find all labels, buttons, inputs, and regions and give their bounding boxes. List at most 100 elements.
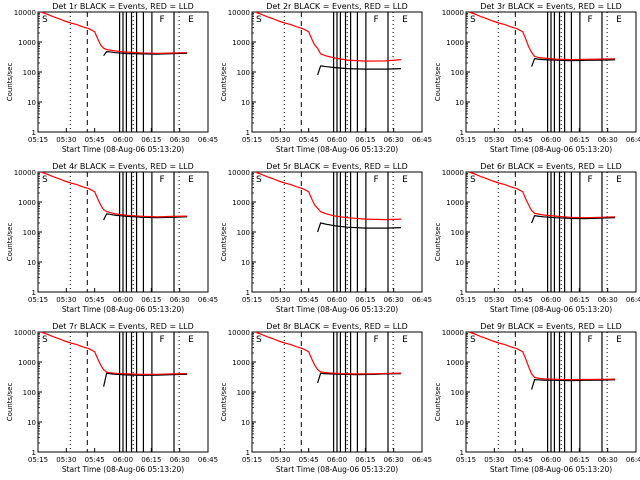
x-tick-label: 06:45	[626, 456, 640, 464]
y-tick-label: 1	[460, 129, 464, 137]
y-tick-label: 100	[23, 389, 36, 397]
x-tick-label: 06:00	[113, 456, 133, 464]
y-axis-label: Counts/sec	[220, 223, 228, 262]
x-tick-label: 06:30	[384, 136, 404, 144]
x-tick-label: 05:45	[513, 136, 533, 144]
x-tick-label: 06:45	[626, 136, 640, 144]
y-tick-label: 10000	[442, 169, 464, 177]
x-tick-label: 06:45	[198, 296, 218, 304]
x-tick-label: 05:45	[85, 136, 105, 144]
y-tick-label: 10	[241, 259, 250, 267]
x-tick-label: 06:30	[598, 296, 618, 304]
lld-series-line	[468, 331, 616, 381]
detector-panel-3: Det 3r BLACK = Events, RED = LLD 1 10 100 10…	[434, 2, 640, 154]
x-tick-label: 06:30	[170, 296, 190, 304]
y-tick-label: 1000	[446, 199, 464, 207]
x-tick-label: 06:15	[569, 136, 589, 144]
x-tick-label: 06:15	[355, 296, 375, 304]
marker-letter-e: E	[402, 335, 408, 345]
x-axis-label: Start Time (08-Aug-06 05:13:20)	[276, 305, 398, 314]
y-tick-label: 10000	[442, 9, 464, 17]
x-axis-label: Start Time (08-Aug-06 05:13:20)	[62, 305, 184, 314]
x-tick-label: 05:15	[242, 136, 262, 144]
y-tick-label: 10000	[14, 9, 36, 17]
events-series-line	[317, 222, 402, 233]
x-tick-label: 06:45	[412, 136, 432, 144]
marker-letter-e: E	[188, 15, 194, 25]
y-tick-label: 10000	[14, 329, 36, 337]
y-tick-label: 10000	[228, 9, 250, 17]
x-tick-label: 05:15	[456, 136, 476, 144]
y-tick-label: 1000	[18, 359, 36, 367]
x-tick-label: 06:00	[113, 296, 133, 304]
marker-letter-s: S	[256, 175, 262, 185]
x-tick-label: 05:30	[270, 456, 290, 464]
x-tick-label: 06:15	[141, 136, 161, 144]
x-tick-label: 06:15	[569, 456, 589, 464]
y-tick-label: 1	[246, 289, 250, 297]
events-series-line	[531, 57, 616, 67]
x-tick-label: 06:45	[412, 456, 432, 464]
marker-letter-f: F	[588, 15, 593, 25]
marker-letter-f: F	[374, 175, 379, 185]
y-tick-label: 1000	[18, 39, 36, 47]
marker-letter-e: E	[188, 335, 194, 345]
panel-title: Det 2r BLACK = Events, RED = LLD	[266, 2, 408, 11]
marker-letter-e: E	[616, 335, 622, 345]
y-tick-label: 10	[241, 419, 250, 427]
x-tick-label: 06:00	[541, 296, 561, 304]
y-tick-label: 1000	[446, 359, 464, 367]
y-tick-label: 1	[246, 449, 250, 457]
y-tick-label: 100	[451, 69, 464, 77]
detector-panel-5: Det 5r BLACK = Events, RED = LLD 1 10 100 10…	[220, 162, 432, 314]
y-tick-label: 10000	[228, 169, 250, 177]
y-axis-label: Counts/sec	[220, 63, 228, 102]
x-tick-label: 06:30	[598, 136, 618, 144]
marker-letter-s: S	[470, 175, 476, 185]
marker-letter-s: S	[256, 15, 262, 25]
detector-panel-8: Det 8r BLACK = Events, RED = LLD 1 10 100 10…	[220, 322, 432, 474]
y-tick-label: 1	[246, 129, 250, 137]
events-series-line	[103, 372, 188, 387]
lld-series-line	[468, 171, 616, 219]
x-tick-label: 05:15	[456, 296, 476, 304]
detector-panel-4: Det 4r BLACK = Events, RED = LLD 1 10 100 10…	[6, 162, 218, 314]
y-tick-label: 100	[451, 389, 464, 397]
events-series-line	[317, 65, 402, 76]
marker-letter-e: E	[402, 15, 408, 25]
panel-title: Det 6r BLACK = Events, RED = LLD	[480, 162, 622, 171]
y-axis-label: Counts/sec	[434, 383, 442, 422]
panel-title: Det 4r BLACK = Events, RED = LLD	[52, 162, 194, 171]
y-axis-label: Counts/sec	[6, 383, 14, 422]
y-axis-label: Counts/sec	[434, 63, 442, 102]
x-tick-label: 06:30	[598, 456, 618, 464]
y-tick-label: 1000	[232, 359, 250, 367]
marker-letter-s: S	[256, 335, 262, 345]
marker-letter-f: F	[160, 15, 165, 25]
y-tick-label: 100	[237, 69, 250, 77]
x-tick-label: 05:30	[270, 136, 290, 144]
x-tick-label: 05:30	[270, 296, 290, 304]
y-tick-label: 1	[32, 449, 36, 457]
marker-letter-s: S	[42, 15, 48, 25]
y-tick-label: 1000	[446, 39, 464, 47]
x-tick-label: 05:15	[456, 456, 476, 464]
y-tick-label: 1000	[232, 199, 250, 207]
y-tick-label: 1000	[232, 39, 250, 47]
lld-series-line	[40, 331, 188, 376]
y-tick-label: 100	[237, 389, 250, 397]
x-axis-label: Start Time (08-Aug-06 05:13:20)	[62, 145, 184, 154]
y-tick-label: 10	[27, 419, 36, 427]
x-tick-label: 06:45	[412, 296, 432, 304]
marker-letter-e: E	[402, 175, 408, 185]
x-axis-label: Start Time (08-Aug-06 05:13:20)	[276, 145, 398, 154]
x-tick-label: 06:00	[327, 136, 347, 144]
x-tick-label: 05:30	[484, 456, 504, 464]
x-tick-label: 05:30	[56, 136, 76, 144]
marker-letter-f: F	[588, 175, 593, 185]
x-tick-label: 05:45	[513, 296, 533, 304]
panel-title: Det 9r BLACK = Events, RED = LLD	[480, 322, 622, 331]
y-tick-label: 1	[32, 129, 36, 137]
y-tick-label: 10000	[442, 329, 464, 337]
